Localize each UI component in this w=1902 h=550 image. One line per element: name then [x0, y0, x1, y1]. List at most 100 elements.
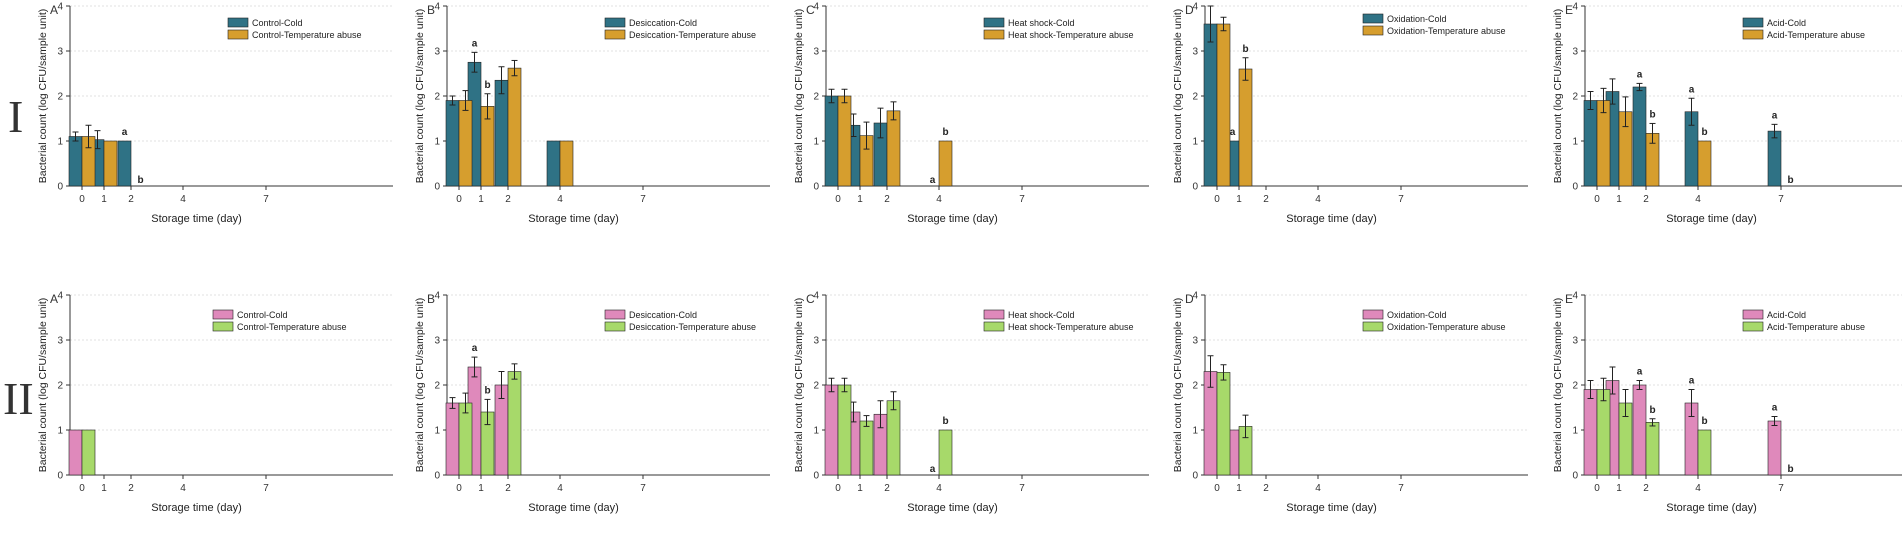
chart-1b-panel-label: B [427, 3, 435, 17]
chart-1e-xtick-label-2: 2 [1643, 194, 1649, 205]
chart-2c-bar-s1-d1 [859, 420, 874, 476]
chart-1b-bar-s1-d4 [559, 140, 574, 187]
chart-1b-xtick-label-4: 4 [557, 194, 563, 205]
chart-2a-xtick-label-7: 7 [263, 483, 269, 494]
chart-1a-bar-s0-d0 [68, 136, 83, 187]
chart-1a-letter-s1-d2: b [137, 175, 143, 186]
chart-2b-bar-s1-d2 [507, 371, 522, 476]
chart-1e-xlabel: Storage time (day) [1666, 213, 1756, 225]
row-label-1: I [8, 91, 24, 142]
chart-2c-xtick-label-7: 7 [1019, 483, 1025, 494]
chart-2e-legend-label-1: Acid-Temperature abuse [1767, 322, 1865, 332]
chart-2b-ytick-label-1: 1 [434, 426, 440, 437]
chart-2d-ytick-label-1: 1 [1192, 426, 1198, 437]
chart-1e-ytick-label-4: 4 [1572, 2, 1578, 13]
chart-2c-xtick-label-4: 4 [936, 483, 942, 494]
chart-2b-xtick-label-2: 2 [505, 483, 511, 494]
chart-2b-xtick-label-4: 4 [557, 483, 563, 494]
chart-2d-legend-label-1: Oxidation-Temperature abuse [1387, 322, 1506, 332]
chart-1c-ylabel: Bacterial count (log CFU/sample unit) [793, 9, 805, 184]
chart-1a-ylabel: Bacterial count (log CFU/sample unit) [37, 9, 49, 184]
chart-1a-xtick-label-0: 0 [79, 194, 85, 205]
chart-2c-letter-s0-d4: a [930, 464, 936, 475]
chart-2e-legend-swatch-0 [1742, 309, 1764, 320]
chart-2e-panel-label: E [1565, 292, 1573, 306]
chart-2c-legend-label-1: Heat shock-Temperature abuse [1008, 322, 1134, 332]
chart-2b-ytick-label-0: 0 [434, 471, 440, 482]
chart-2c-ylabel: Bacterial count (log CFU/sample unit) [793, 298, 805, 473]
chart-2a-ylabel: Bacterial count (log CFU/sample unit) [37, 298, 49, 473]
chart-1b-ytick-label-0: 0 [434, 182, 440, 193]
chart-2c-bar-s1-d0 [837, 384, 852, 476]
chart-1b-legend-swatch-1 [604, 29, 626, 40]
chart-2b-legend-label-1: Desiccation-Temperature abuse [629, 322, 756, 332]
chart-1d-ytick-label-2: 2 [1192, 92, 1198, 103]
chart-1b-xlabel: Storage time (day) [528, 213, 618, 225]
chart-1c-xtick-label-2: 2 [884, 194, 890, 205]
chart-1c-legend-label-1: Heat shock-Temperature abuse [1008, 30, 1134, 40]
chart-2a-xtick-label-0: 0 [79, 483, 85, 494]
chart-1a-xtick-label-1: 1 [101, 194, 107, 205]
chart-1a-panel-label: A [50, 3, 58, 17]
chart-1b-legend-swatch-0 [604, 17, 626, 28]
chart-1d-legend-swatch-1 [1362, 25, 1384, 36]
chart-2a-ytick-label-4: 4 [57, 291, 63, 302]
chart-2e-ytick-label-2: 2 [1572, 381, 1578, 392]
chart-2d-xtick-label-1: 1 [1236, 483, 1242, 494]
chart-2b-panel-label: B [427, 292, 435, 306]
chart-1e-ytick-label-3: 3 [1572, 47, 1578, 58]
chart-2d-ytick-label-3: 3 [1192, 336, 1198, 347]
chart-2d-xlabel: Storage time (day) [1286, 502, 1376, 514]
chart-2a-xtick-label-1: 1 [101, 483, 107, 494]
chart-2a-ytick-label-3: 3 [57, 336, 63, 347]
chart-2d-legend-swatch-0 [1362, 309, 1384, 320]
chart-2e-xtick-label-0: 0 [1594, 483, 1600, 494]
chart-1d-xlabel: Storage time (day) [1286, 213, 1376, 225]
chart-1a-ytick-label-0: 0 [57, 182, 63, 193]
chart-1d-xtick-label-0: 0 [1214, 194, 1220, 205]
chart-2a-ytick-label-2: 2 [57, 381, 63, 392]
chart-1e-bar-s1-d0 [1596, 100, 1611, 187]
chart-1e-letter-s1-d7: b [1787, 175, 1793, 186]
chart-2c-panel-label: C [806, 292, 815, 306]
chart-1c-xtick-label-0: 0 [835, 194, 841, 205]
chart-1e-ytick-label-1: 1 [1572, 137, 1578, 148]
chart-2b-xtick-label-7: 7 [640, 483, 646, 494]
chart-2b-letter-s1-d1: b [484, 385, 490, 396]
chart-1b-bar-s0-d0 [445, 100, 460, 187]
chart-2e-ylabel: Bacterial count (log CFU/sample unit) [1552, 298, 1564, 473]
chart-1b-legend-label-1: Desiccation-Temperature abuse [629, 30, 756, 40]
chart-1d-letter-s0-d1: a [1230, 127, 1236, 138]
chart-1b-xtick-label-1: 1 [478, 194, 484, 205]
chart-2c-legend-label-0: Heat shock-Cold [1008, 310, 1075, 320]
chart-2a-ytick-label-0: 0 [57, 471, 63, 482]
chart-1c-ytick-label-4: 4 [813, 2, 819, 13]
chart-1c-xtick-label-1: 1 [857, 194, 863, 205]
chart-2c-ytick-label-2: 2 [813, 381, 819, 392]
chart-2d-xtick-label-2: 2 [1263, 483, 1269, 494]
chart-1d-xtick-label-1: 1 [1236, 194, 1242, 205]
chart-2c-ytick-label-0: 0 [813, 471, 819, 482]
chart-1b-letter-s1-d1: b [484, 80, 490, 91]
chart-2a-legend-label-1: Control-Temperature abuse [237, 322, 347, 332]
chart-1e-ylabel: Bacterial count (log CFU/sample unit) [1552, 9, 1564, 184]
chart-2d-panel-label: D [1185, 292, 1194, 306]
chart-1e-xtick-label-0: 0 [1594, 194, 1600, 205]
chart-1b-xtick-label-0: 0 [456, 194, 462, 205]
chart-1d-letter-s1-d1: b [1242, 44, 1248, 55]
chart-1e-xtick-label-7: 7 [1778, 194, 1784, 205]
chart-2d-xtick-label-4: 4 [1315, 483, 1321, 494]
chart-2c-legend-swatch-1 [983, 321, 1005, 332]
chart-2b-xtick-label-1: 1 [478, 483, 484, 494]
chart-1a-legend-label-1: Control-Temperature abuse [252, 30, 362, 40]
chart-1b-ytick-label-3: 3 [434, 47, 440, 58]
chart-1e-ytick-label-2: 2 [1572, 92, 1578, 103]
chart-2c-bar-s0-d0 [824, 384, 839, 476]
chart-2e-bar-s1-d2 [1645, 422, 1660, 476]
chart-2e-bar-s0-d7 [1767, 420, 1782, 476]
chart-2c-legend-swatch-0 [983, 309, 1005, 320]
chart-1c-panel-label: C [806, 3, 815, 17]
chart-2b-ytick-label-3: 3 [434, 336, 440, 347]
chart-1a-ytick-label-3: 3 [57, 47, 63, 58]
